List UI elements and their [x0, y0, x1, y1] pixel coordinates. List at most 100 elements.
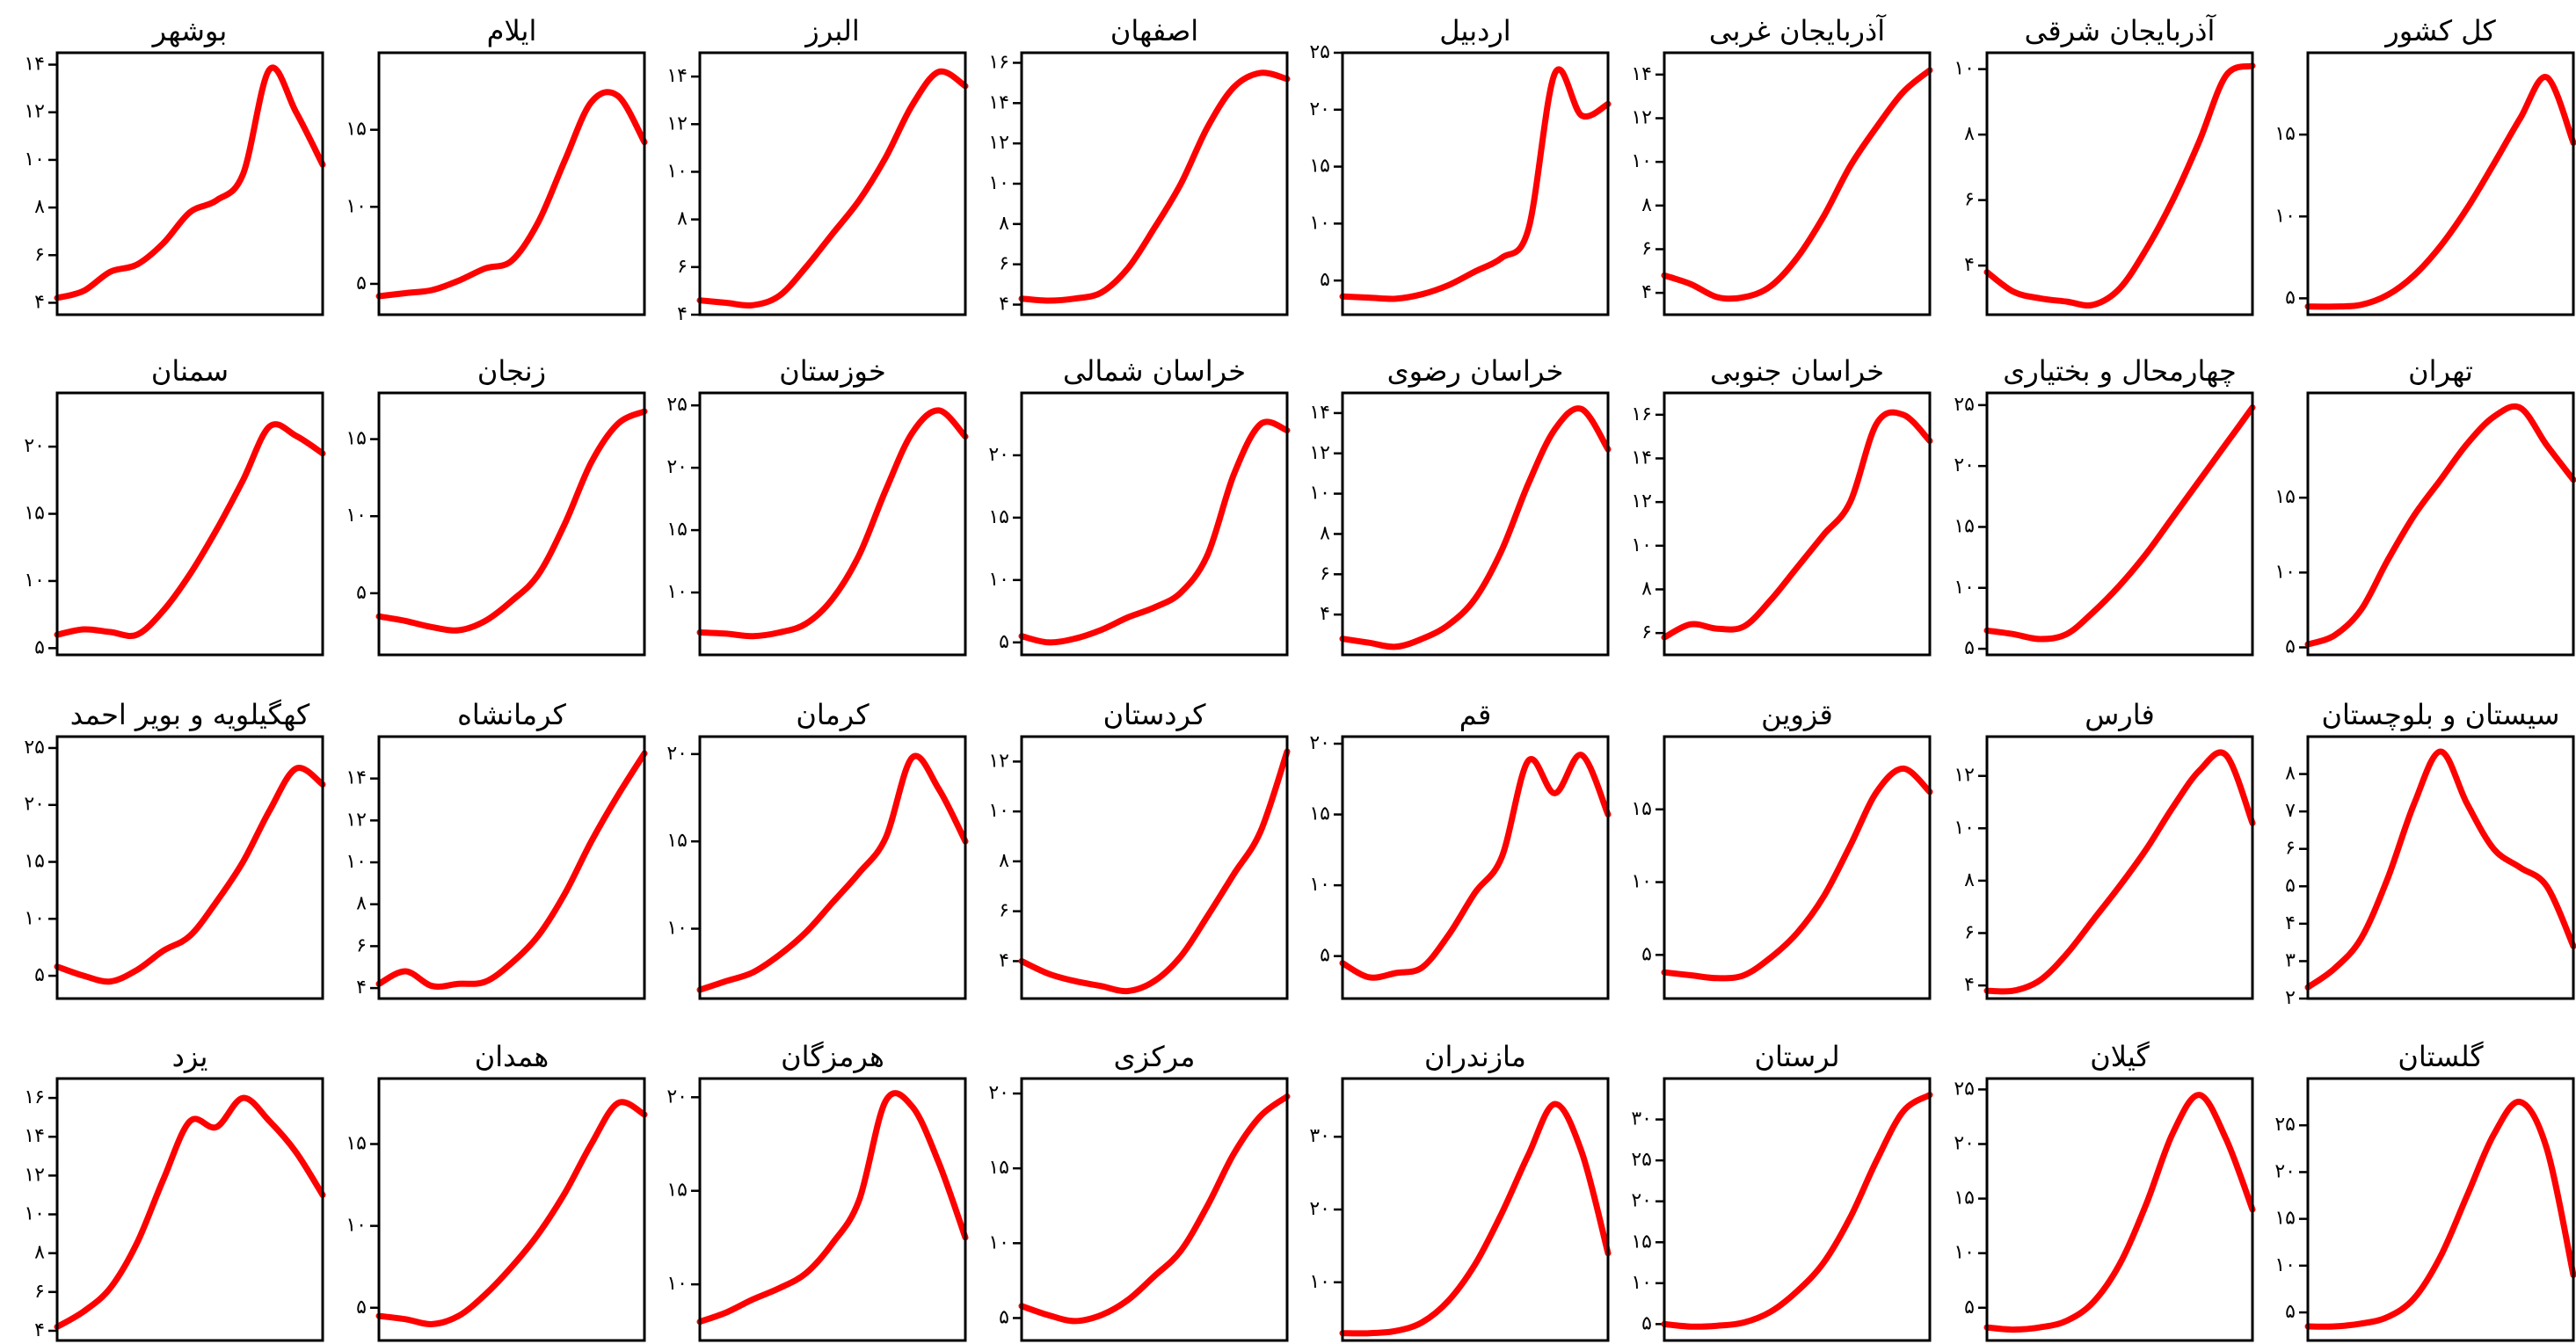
plot-frame: [1020, 51, 1289, 316]
y-tick-label: ۱۶: [24, 1086, 45, 1108]
y-tick-label: ۸: [1964, 869, 1975, 891]
panel: سمنان ۵ ۱۰ ۱۵ ۲۰: [24, 354, 326, 658]
y-tick-label: ۱۴: [1631, 63, 1652, 85]
y-tick-label: ۱۰: [988, 1231, 1009, 1253]
panel: کهگیلویه و بویر احمد ۵ ۱۰ ۱۵ ۲۰ ۲۵: [24, 698, 326, 1000]
plot-frame: [698, 51, 967, 316]
series-line: [1983, 749, 2256, 995]
y-tick-label: ۱۴: [24, 1125, 45, 1147]
y-tick-label: ۵: [356, 1297, 367, 1319]
y-tick-label: ۱۰: [346, 195, 367, 217]
y-tick-label: ۲۰: [1309, 732, 1330, 754]
y-tick-label: ۸: [677, 208, 688, 230]
y-tick-label: ۸: [356, 893, 367, 915]
y-tick-label: ۲۰: [1954, 1133, 1975, 1155]
panel-title: خراسان رضوی: [1387, 354, 1564, 388]
series-line: [2304, 748, 2576, 991]
y-tick-label: ۵: [356, 582, 367, 604]
panel: گیلان ۵ ۱۰ ۱۵ ۲۰ ۲۵: [1954, 1040, 2256, 1342]
panel: اردبیل ۵ ۱۰ ۱۵ ۲۰ ۲۵: [1309, 14, 1612, 316]
y-tick-label: ۱۵: [1631, 1231, 1652, 1253]
y-tick-label: ۵: [2285, 636, 2296, 657]
y-tick-label: ۶: [1320, 563, 1330, 585]
panel-title: خوزستان: [779, 354, 885, 388]
y-tick-label: ۱۰: [988, 800, 1009, 822]
y-tick-label: ۱۵: [1309, 156, 1330, 178]
y-tick-label: ۴: [677, 303, 688, 325]
series-line: [54, 421, 326, 639]
y-tick-label: ۱۲: [24, 101, 45, 123]
y-tick-label: ۱۰: [666, 160, 688, 182]
y-tick-label: ۱۵: [1309, 803, 1330, 825]
y-tick-label: ۲۰: [24, 794, 45, 816]
plot-frame: [1985, 735, 2254, 1000]
y-tick-label: ۸: [999, 850, 1009, 872]
y-tick-label: ۵: [2285, 875, 2296, 897]
plot-frame: [698, 735, 967, 1000]
panel-title: خراسان شمالی: [1063, 354, 1246, 388]
plot-frame: [55, 735, 324, 1000]
y-tick-label: ۲۵: [1954, 1078, 1975, 1100]
y-tick-label: ۸: [34, 1242, 45, 1264]
y-tick-label: ۲۵: [1309, 41, 1330, 63]
panel: کردستان ۴ ۶ ۸ ۱۰ ۱۲: [988, 698, 1291, 1000]
plot-frame: [698, 391, 967, 657]
plot-frame: [1341, 1077, 1610, 1342]
panel-title: قزوین: [1761, 698, 1833, 731]
y-tick-label: ۲۰: [988, 1082, 1009, 1104]
plot-frame: [2306, 391, 2575, 657]
y-tick-label: ۵: [1964, 637, 1975, 659]
series-line: [1661, 67, 1933, 302]
plot-frame: [1985, 391, 2254, 657]
series-line: [1661, 765, 1933, 982]
series-line: [1018, 748, 1291, 995]
plot-frame: [1663, 1077, 1932, 1342]
y-tick-label: ۱۰: [1309, 874, 1330, 896]
panel-title: اصفهان: [1110, 14, 1198, 47]
plot-frame: [1985, 1077, 2254, 1342]
panel-title: آذربایجان شرقی: [2025, 13, 2217, 47]
y-tick-label: ۸: [34, 196, 45, 218]
y-tick-label: ۱۵: [346, 428, 367, 450]
plot-frame: [2306, 735, 2575, 1000]
y-tick-label: ۸: [1964, 123, 1975, 145]
panel-title: سمنان: [151, 354, 229, 388]
y-tick-label: ۴: [1964, 254, 1975, 276]
y-tick-label: ۶: [356, 934, 367, 956]
y-tick-label: ۱۴: [1309, 402, 1330, 424]
series-line: [375, 89, 648, 300]
plot-frame: [1020, 1077, 1289, 1342]
series-line: [2304, 74, 2576, 310]
y-tick-label: ۵: [356, 272, 367, 294]
y-tick-label: ۱۲: [1309, 442, 1330, 464]
panel-title: کردستان: [1103, 698, 1207, 731]
panel-title: گلستان: [2398, 1040, 2484, 1073]
panel-title: سیستان و بلوچستان: [2322, 698, 2560, 731]
panel-title: کرمان: [796, 698, 870, 731]
plot-frame: [1985, 51, 2254, 316]
series-line: [1339, 752, 1612, 981]
panel: قزوین ۵ ۱۰ ۱۵: [1631, 698, 1933, 1000]
y-tick-label: ۱۲: [1954, 765, 1975, 787]
y-tick-label: ۵: [34, 964, 45, 986]
y-tick-label: ۱۰: [666, 581, 688, 603]
y-tick-label: ۶: [2285, 838, 2296, 860]
y-tick-label: ۱۰: [988, 172, 1009, 194]
panel-title: چهارمحال و بختیاری: [2003, 354, 2236, 388]
y-tick-label: ۱۵: [2274, 123, 2296, 145]
panel-title: هرمزگان: [781, 1040, 884, 1073]
series-line: [1018, 1093, 1291, 1325]
plot-frame: [1020, 735, 1289, 1000]
y-tick-label: ۱۰: [1954, 577, 1975, 599]
series-line: [54, 765, 326, 985]
y-tick-label: ۷: [2285, 800, 2296, 822]
plot-frame: [2306, 1077, 2575, 1342]
panel: بوشهر ۴ ۶ ۸ ۱۰ ۱۲ ۱۴: [24, 14, 326, 316]
y-tick-label: ۱۴: [988, 91, 1009, 113]
panel: کل کشور ۵ ۱۰ ۱۵: [2274, 14, 2576, 316]
y-tick-label: ۲۰: [666, 1086, 688, 1108]
panel: قم ۵ ۱۰ ۱۵ ۲۰: [1309, 698, 1612, 1000]
y-tick-label: ۱۰: [1954, 817, 1975, 839]
panel-title: کهگیلویه و بویر احمد: [70, 698, 310, 731]
